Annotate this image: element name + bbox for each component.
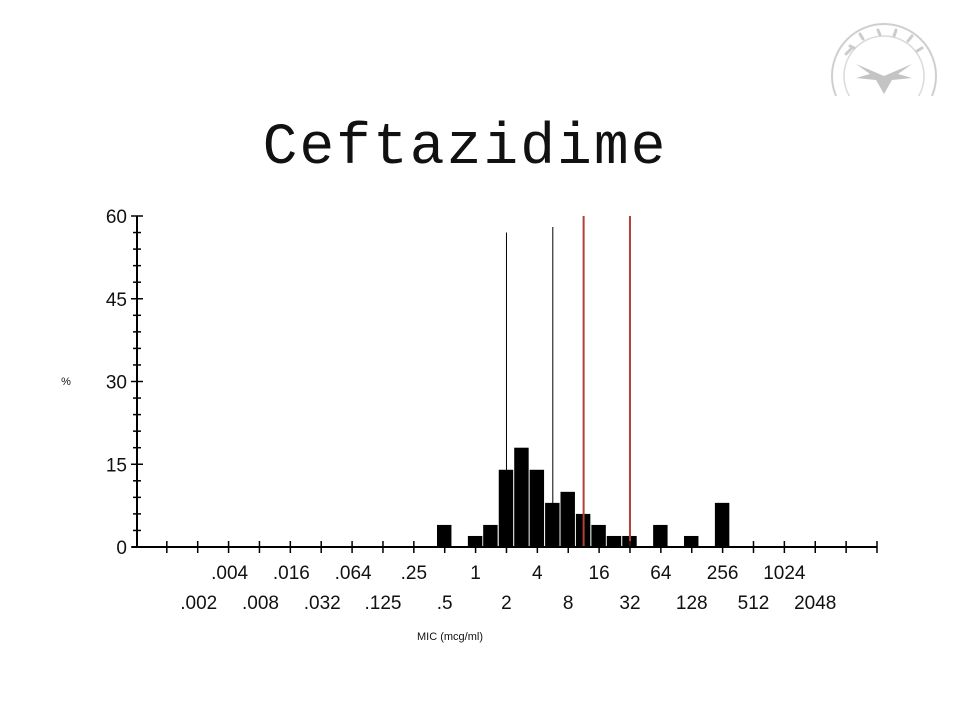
- bar: [483, 524, 498, 547]
- x-tick-label-upper: 4: [532, 563, 543, 584]
- x-tick-label-upper: 64: [650, 563, 672, 584]
- bar: [545, 502, 560, 547]
- x-tick-label-lower: 32: [619, 593, 640, 614]
- x-tick-label-lower: 2: [501, 593, 512, 614]
- bar: [591, 524, 606, 547]
- y-tick-label: 0: [116, 538, 127, 559]
- bar: [560, 491, 575, 547]
- x-tick-label-upper: .016: [273, 563, 310, 584]
- x-tick-label-lower: .5: [437, 593, 453, 614]
- axes-layer: [131, 215, 878, 553]
- bar: [529, 469, 545, 547]
- bar: [714, 502, 730, 547]
- x-tick-label-lower: .032: [304, 593, 341, 614]
- bar: [653, 524, 668, 547]
- bar: [514, 447, 529, 547]
- x-tick-label-upper: 1024: [763, 563, 806, 584]
- x-tick-label-lower: 2048: [794, 593, 836, 614]
- x-tick-label-lower: .002: [180, 593, 217, 614]
- breakpoint-lines-layer: [505, 216, 631, 547]
- x-tick-label-upper: 256: [707, 563, 739, 584]
- y-tick-label: 45: [106, 290, 127, 311]
- y-axis-label: %: [61, 376, 71, 388]
- bar: [436, 524, 452, 547]
- x-tick-label-upper: 1: [470, 563, 481, 584]
- labels-layer: 0 15 30 45 60 .004 .016 .064 .25 1 4 16 64 256 1024 .00…: [61, 207, 836, 643]
- x-tick-label-upper: 16: [589, 563, 610, 584]
- x-tick-label-lower: 512: [738, 593, 770, 614]
- x-tick-label-upper: .064: [335, 563, 372, 584]
- x-tick-label-upper: .25: [401, 563, 427, 584]
- y-tick-label: 60: [106, 207, 127, 228]
- chart-title: Ceftazidime: [262, 116, 668, 181]
- x-tick-label-lower: 8: [563, 593, 574, 614]
- x-tick-label-upper: .004: [211, 563, 248, 584]
- y-tick-label: 15: [106, 455, 127, 476]
- x-axis-label: MIC (mcg/ml): [417, 631, 483, 643]
- university-seal-logo: [826, 18, 942, 96]
- x-tick-label-lower: 128: [676, 593, 708, 614]
- bar: [606, 535, 622, 547]
- x-tick-label-lower: .008: [242, 593, 279, 614]
- x-tick-label-lower: .125: [364, 593, 401, 614]
- y-tick-label: 30: [106, 373, 127, 394]
